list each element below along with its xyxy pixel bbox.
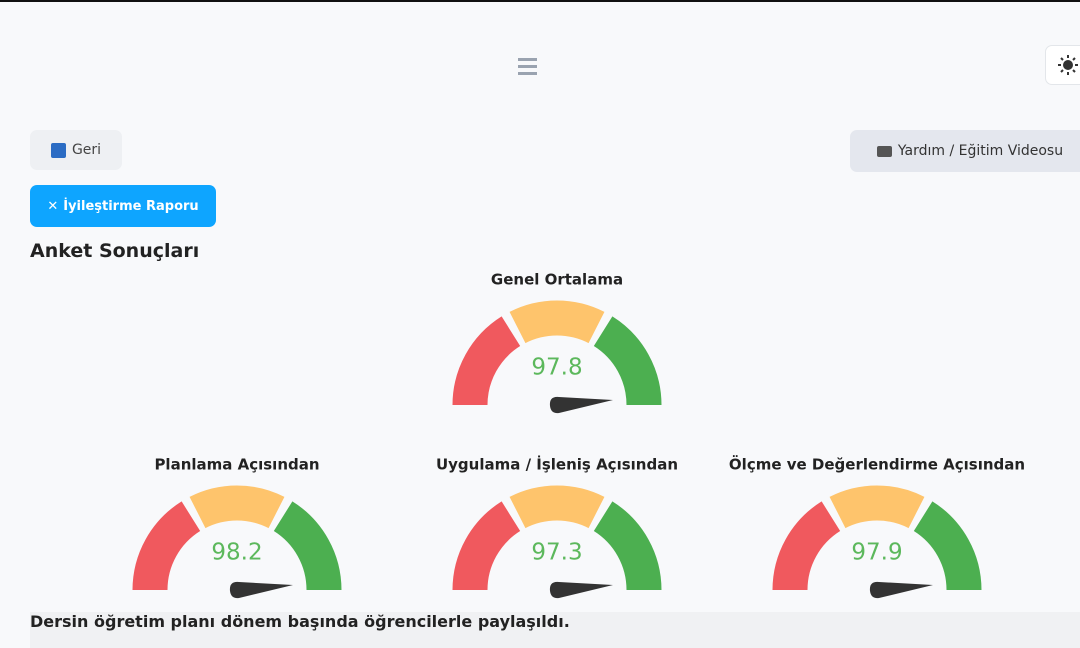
top-border	[0, 0, 1080, 2]
gauge-title: Planlama Açısından	[154, 456, 319, 474]
gauge-title: Uygulama / İşleniş Açısından	[436, 455, 678, 474]
gauge-segment	[452, 316, 521, 406]
gauge-segment	[509, 485, 605, 529]
help-button[interactable]: Yardım / Eğitim Videosu	[850, 130, 1080, 172]
gauge-segment	[509, 300, 605, 344]
back-button[interactable]: Geri	[30, 130, 122, 170]
gauge-needle	[549, 396, 613, 414]
heading: Anket Sonuçları	[30, 240, 200, 262]
back-label: Geri	[71, 142, 102, 158]
tools-icon: ✕	[47, 198, 59, 214]
gauge-needle	[549, 581, 613, 599]
report-button[interactable]: ✕ İyileştirme Raporu	[30, 185, 216, 227]
gauge-title: Ölçme ve Değerlendirme Açısından	[729, 455, 1025, 474]
theme-toggle[interactable]	[1045, 45, 1080, 85]
gauge-title: Genel Ortalama	[491, 271, 623, 289]
statement: Dersin öğretim planı dönem başında öğren…	[30, 612, 570, 631]
sun-icon	[1057, 55, 1078, 75]
gauge-segment	[273, 501, 342, 591]
video-icon	[876, 145, 892, 157]
gauge-value: 97.8	[531, 355, 582, 381]
report-label: İyileştirme Raporu	[63, 198, 199, 214]
gauge-segment	[593, 501, 662, 591]
gauge-needle	[229, 581, 293, 599]
gauge-value: 97.9	[851, 540, 902, 566]
gauge-segment	[593, 316, 662, 406]
gauge-value: 98.2	[211, 540, 262, 566]
gauge-segment	[132, 501, 201, 591]
gauge-segment	[829, 485, 925, 529]
gauge-segment	[913, 501, 982, 591]
menu-icon[interactable]	[518, 58, 537, 76]
gauge-needle	[869, 581, 933, 599]
help-label: Yardım / Eğitim Videosu	[897, 143, 1064, 159]
statement-bar	[30, 612, 1080, 648]
gauge-segment	[189, 485, 285, 529]
gauge-segment	[772, 501, 841, 591]
back-icon	[50, 142, 66, 158]
gauge-value: 97.3	[531, 540, 582, 566]
gauge-segment	[452, 501, 521, 591]
